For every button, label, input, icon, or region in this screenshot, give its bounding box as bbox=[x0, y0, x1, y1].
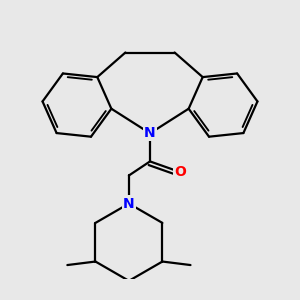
Text: O: O bbox=[174, 165, 186, 179]
Text: N: N bbox=[123, 196, 135, 211]
Text: N: N bbox=[144, 126, 156, 140]
